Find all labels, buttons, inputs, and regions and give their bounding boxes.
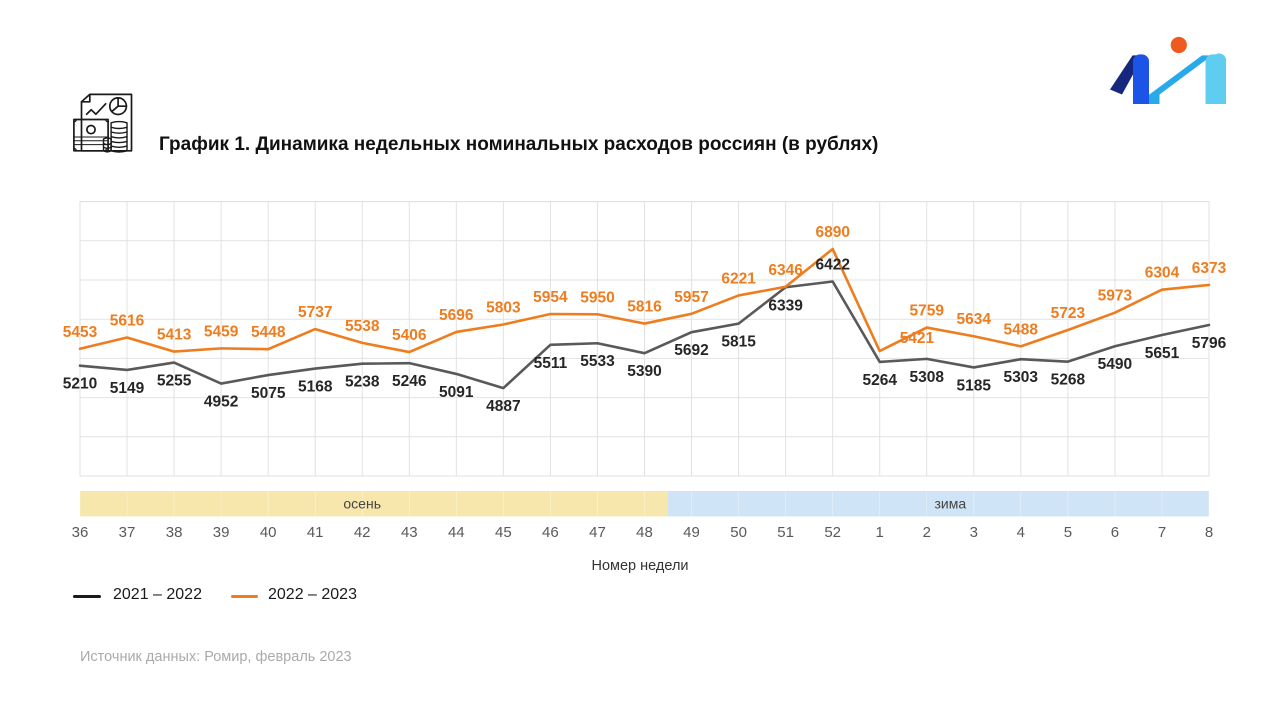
- svg-text:6422: 6422: [815, 257, 849, 274]
- svg-text:5954: 5954: [533, 289, 568, 306]
- svg-text:40: 40: [260, 524, 277, 541]
- svg-text:1: 1: [876, 524, 884, 541]
- svg-text:7: 7: [1158, 524, 1166, 541]
- svg-text:5448: 5448: [251, 324, 286, 341]
- svg-text:5957: 5957: [674, 289, 708, 306]
- svg-text:5185: 5185: [957, 377, 992, 394]
- svg-text:5255: 5255: [157, 373, 192, 390]
- svg-text:5759: 5759: [910, 303, 945, 320]
- svg-text:5246: 5246: [392, 373, 427, 390]
- svg-text:5238: 5238: [345, 374, 380, 391]
- svg-text:4887: 4887: [486, 398, 520, 415]
- svg-text:5651: 5651: [1145, 345, 1180, 362]
- svg-text:5421: 5421: [900, 330, 935, 347]
- svg-text:5816: 5816: [627, 299, 662, 316]
- svg-text:4952: 4952: [204, 394, 238, 411]
- svg-text:50: 50: [730, 524, 747, 541]
- svg-text:5490: 5490: [1098, 356, 1132, 373]
- svg-text:48: 48: [636, 524, 653, 541]
- svg-text:5268: 5268: [1051, 372, 1086, 389]
- svg-text:5453: 5453: [63, 324, 98, 341]
- svg-text:5815: 5815: [721, 334, 756, 351]
- svg-text:6304: 6304: [1145, 265, 1180, 282]
- svg-text:5210: 5210: [63, 376, 97, 393]
- svg-text:42: 42: [354, 524, 371, 541]
- svg-text:46: 46: [542, 524, 559, 541]
- svg-text:44: 44: [448, 524, 465, 541]
- svg-text:6339: 6339: [768, 297, 803, 314]
- svg-text:3: 3: [970, 524, 978, 541]
- svg-text:5973: 5973: [1098, 288, 1133, 305]
- svg-text:5796: 5796: [1192, 335, 1227, 352]
- svg-text:5696: 5696: [439, 307, 474, 324]
- svg-text:52: 52: [824, 524, 841, 541]
- svg-text:5803: 5803: [486, 300, 521, 317]
- svg-text:5533: 5533: [580, 353, 615, 370]
- svg-text:41: 41: [307, 524, 324, 541]
- svg-text:5168: 5168: [298, 379, 333, 396]
- svg-text:38: 38: [166, 524, 183, 541]
- svg-text:6: 6: [1111, 524, 1119, 541]
- svg-text:5413: 5413: [157, 327, 192, 344]
- svg-text:5511: 5511: [534, 355, 568, 372]
- svg-text:45: 45: [495, 524, 512, 541]
- svg-text:5459: 5459: [204, 323, 239, 340]
- svg-text:5737: 5737: [298, 304, 332, 321]
- svg-text:5538: 5538: [345, 318, 380, 335]
- svg-text:5149: 5149: [110, 380, 145, 397]
- svg-text:5406: 5406: [392, 327, 427, 344]
- svg-text:5390: 5390: [627, 363, 661, 380]
- svg-text:49: 49: [683, 524, 700, 541]
- svg-text:6221: 6221: [721, 271, 756, 288]
- svg-text:5488: 5488: [1004, 321, 1039, 338]
- svg-text:47: 47: [589, 524, 606, 541]
- svg-text:5264: 5264: [862, 372, 897, 389]
- svg-text:2: 2: [923, 524, 931, 541]
- svg-text:43: 43: [401, 524, 418, 541]
- svg-text:5723: 5723: [1051, 305, 1086, 322]
- svg-text:5634: 5634: [957, 311, 992, 328]
- svg-text:5692: 5692: [674, 342, 708, 359]
- svg-text:8: 8: [1205, 524, 1213, 541]
- svg-text:36: 36: [72, 524, 89, 541]
- svg-text:6346: 6346: [768, 262, 803, 279]
- svg-text:5091: 5091: [439, 384, 474, 401]
- svg-text:5308: 5308: [910, 369, 945, 386]
- svg-text:37: 37: [119, 524, 136, 541]
- svg-text:5950: 5950: [580, 289, 614, 306]
- svg-text:зима: зима: [934, 496, 966, 512]
- svg-text:4: 4: [1017, 524, 1025, 541]
- svg-text:5616: 5616: [110, 313, 145, 330]
- svg-text:5: 5: [1064, 524, 1072, 541]
- svg-text:5075: 5075: [251, 385, 286, 402]
- svg-text:6373: 6373: [1192, 260, 1227, 277]
- svg-text:51: 51: [777, 524, 794, 541]
- svg-text:осень: осень: [343, 496, 381, 512]
- svg-text:5303: 5303: [1004, 369, 1039, 386]
- svg-text:39: 39: [213, 524, 230, 541]
- svg-text:6890: 6890: [815, 224, 849, 241]
